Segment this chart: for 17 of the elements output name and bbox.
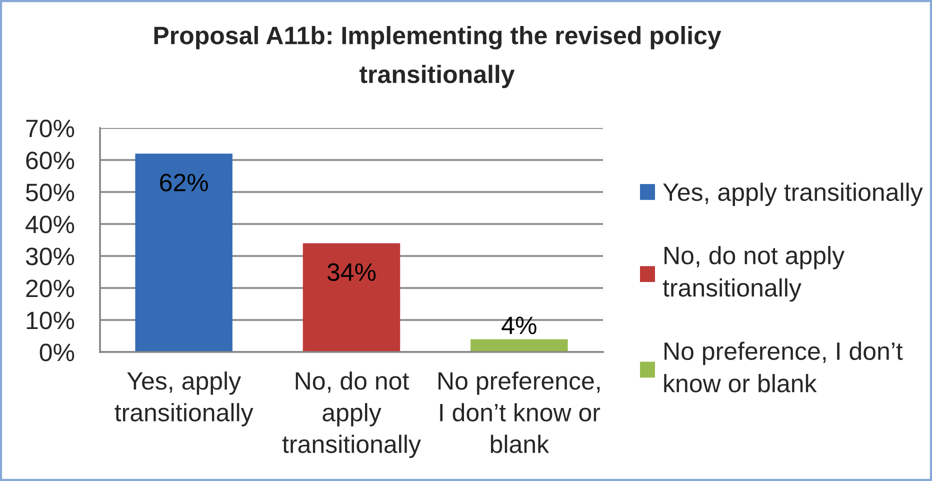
legend-label: No, do not apply transitionally — [662, 246, 845, 302]
chart-title: Proposal A11b: Implementing the revised policy transitionally — [154, 26, 722, 88]
y-tick-label: 50% — [26, 184, 74, 202]
y-tick-label: 30% — [26, 248, 74, 266]
data-label: 4% — [502, 316, 536, 334]
x-tick-label: Yes, apply transitionally — [114, 371, 254, 426]
data-label: 34% — [327, 263, 376, 282]
data-label: 62% — [160, 174, 208, 192]
y-tick-label: 0% — [40, 344, 74, 362]
y-tick-label: 60% — [26, 152, 74, 170]
legend-label: Yes, apply transitionally — [663, 182, 923, 206]
y-tick-label: 20% — [26, 280, 74, 298]
y-tick-label: 10% — [26, 312, 74, 330]
x-tick-label: No preference, I don’t know or blank — [438, 371, 600, 454]
x-tick-label: No, do not apply transitionally — [282, 371, 421, 458]
y-tick-label: 40% — [26, 216, 74, 234]
y-tick-label: 70% — [26, 120, 74, 138]
